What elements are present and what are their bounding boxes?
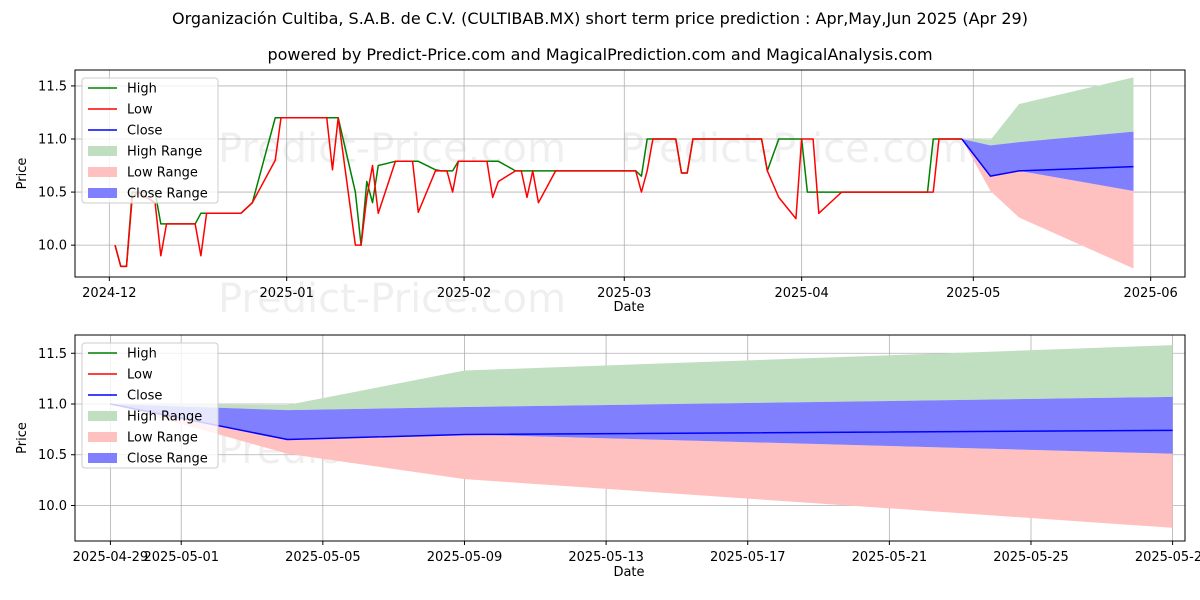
y-axis-label: Price bbox=[15, 422, 30, 454]
x-tick-label: 2025-03 bbox=[597, 286, 651, 301]
axes-frame bbox=[74, 69, 1186, 278]
x-tick-label: 2025-06 bbox=[1124, 286, 1178, 301]
watermark-text: Predict-Price.com bbox=[218, 276, 566, 322]
y-tick-label: 11.0 bbox=[38, 133, 67, 148]
legend-fill-swatch bbox=[88, 167, 117, 177]
y-tick-label: 11.5 bbox=[38, 79, 67, 94]
legend-label: High Range bbox=[127, 410, 202, 425]
chart-title: Organización Cultiba, S.A.B. de C.V. (CU… bbox=[172, 9, 1028, 28]
y-tick-label: 11.5 bbox=[38, 347, 67, 362]
axes-frame bbox=[74, 334, 1186, 542]
y-axis-label: Price bbox=[15, 158, 30, 190]
x-tick-label: 2025-05-25 bbox=[993, 550, 1069, 565]
legend-fill-swatch bbox=[88, 146, 117, 156]
watermark-text: Predict-Price.com bbox=[620, 126, 968, 172]
legend-label: Close Range bbox=[127, 452, 208, 467]
series-lines bbox=[114, 117, 1134, 268]
legend-fill-swatch bbox=[88, 432, 117, 442]
legend-label: Low Range bbox=[127, 431, 198, 446]
watermark-text: Predict-Price.com bbox=[218, 126, 566, 172]
low-range-band bbox=[961, 139, 1134, 269]
close-range-band bbox=[961, 131, 1134, 192]
x-tick-label: 2025-05 bbox=[946, 286, 1000, 301]
watermark: Predict-Price.com Predict-Price.com Predic… bbox=[218, 126, 968, 322]
x-tick-label: 2025-02 bbox=[437, 286, 491, 301]
legend-label: High bbox=[127, 82, 157, 97]
low-range-band bbox=[110, 404, 1173, 528]
y-tick-label: 10.0 bbox=[38, 499, 67, 514]
x-axis-label: Date bbox=[613, 300, 644, 315]
y-tick-label: 11.0 bbox=[38, 398, 67, 413]
legend-fill-swatch bbox=[88, 411, 117, 421]
legend-label: High Range bbox=[127, 145, 202, 160]
x-tick-label: 2025-01 bbox=[260, 286, 314, 301]
y-tick-label: 10.5 bbox=[38, 186, 67, 201]
legend-box bbox=[81, 342, 219, 469]
chart-panel-1: Predict-Price.com Predict-Price.com Predic… bbox=[15, 69, 1186, 322]
legend-label: Close bbox=[127, 124, 162, 139]
x-tick-label: 2025-05-17 bbox=[710, 550, 786, 565]
high-range-band bbox=[110, 345, 1173, 411]
y-tick-label: 10.0 bbox=[38, 239, 67, 254]
x-tick-label: 2025-05-13 bbox=[568, 550, 644, 565]
x-tick-label: 2025-05-21 bbox=[852, 550, 928, 565]
legend-label: Low bbox=[127, 368, 153, 383]
legend-label: Low bbox=[127, 103, 153, 118]
legend-label: Close Range bbox=[127, 187, 208, 202]
x-tick-label: 2025-05-09 bbox=[427, 550, 503, 565]
grid bbox=[75, 70, 1185, 277]
low-series-line bbox=[114, 117, 962, 268]
x-tick-label: 2024-12 bbox=[82, 286, 136, 301]
chart-panel-2: Predict-Price.comPredict-Price.com10.010… bbox=[15, 334, 1200, 580]
x-axis-label: Date bbox=[613, 565, 644, 580]
y-tick-label: 10.5 bbox=[38, 448, 67, 463]
legend-label: High bbox=[127, 347, 157, 362]
legend-fill-swatch bbox=[88, 188, 117, 198]
legend-label: Close bbox=[127, 389, 162, 404]
chart-subtitle: powered by Predict-Price.com and Magical… bbox=[267, 45, 933, 64]
x-tick-label: 2025-05-01 bbox=[143, 550, 219, 565]
x-tick-label: 2025-05-05 bbox=[285, 550, 361, 565]
x-tick-label: 2025-04 bbox=[774, 286, 828, 301]
close-prediction-line bbox=[961, 138, 1134, 177]
legend-box bbox=[81, 77, 219, 204]
legend: High Low Close High Range Low Range Close Ran… bbox=[81, 77, 219, 204]
legend-label: Low Range bbox=[127, 166, 198, 181]
x-tick-label: 2025-05-29 bbox=[1135, 550, 1200, 565]
close-range-band bbox=[110, 396, 1173, 454]
x-tick-label: 2025-04-29 bbox=[73, 550, 149, 565]
high-range-band bbox=[961, 77, 1134, 146]
legend-fill-swatch bbox=[88, 453, 117, 463]
legend: High Low Close High Range Low Range Close Ran… bbox=[81, 342, 219, 469]
